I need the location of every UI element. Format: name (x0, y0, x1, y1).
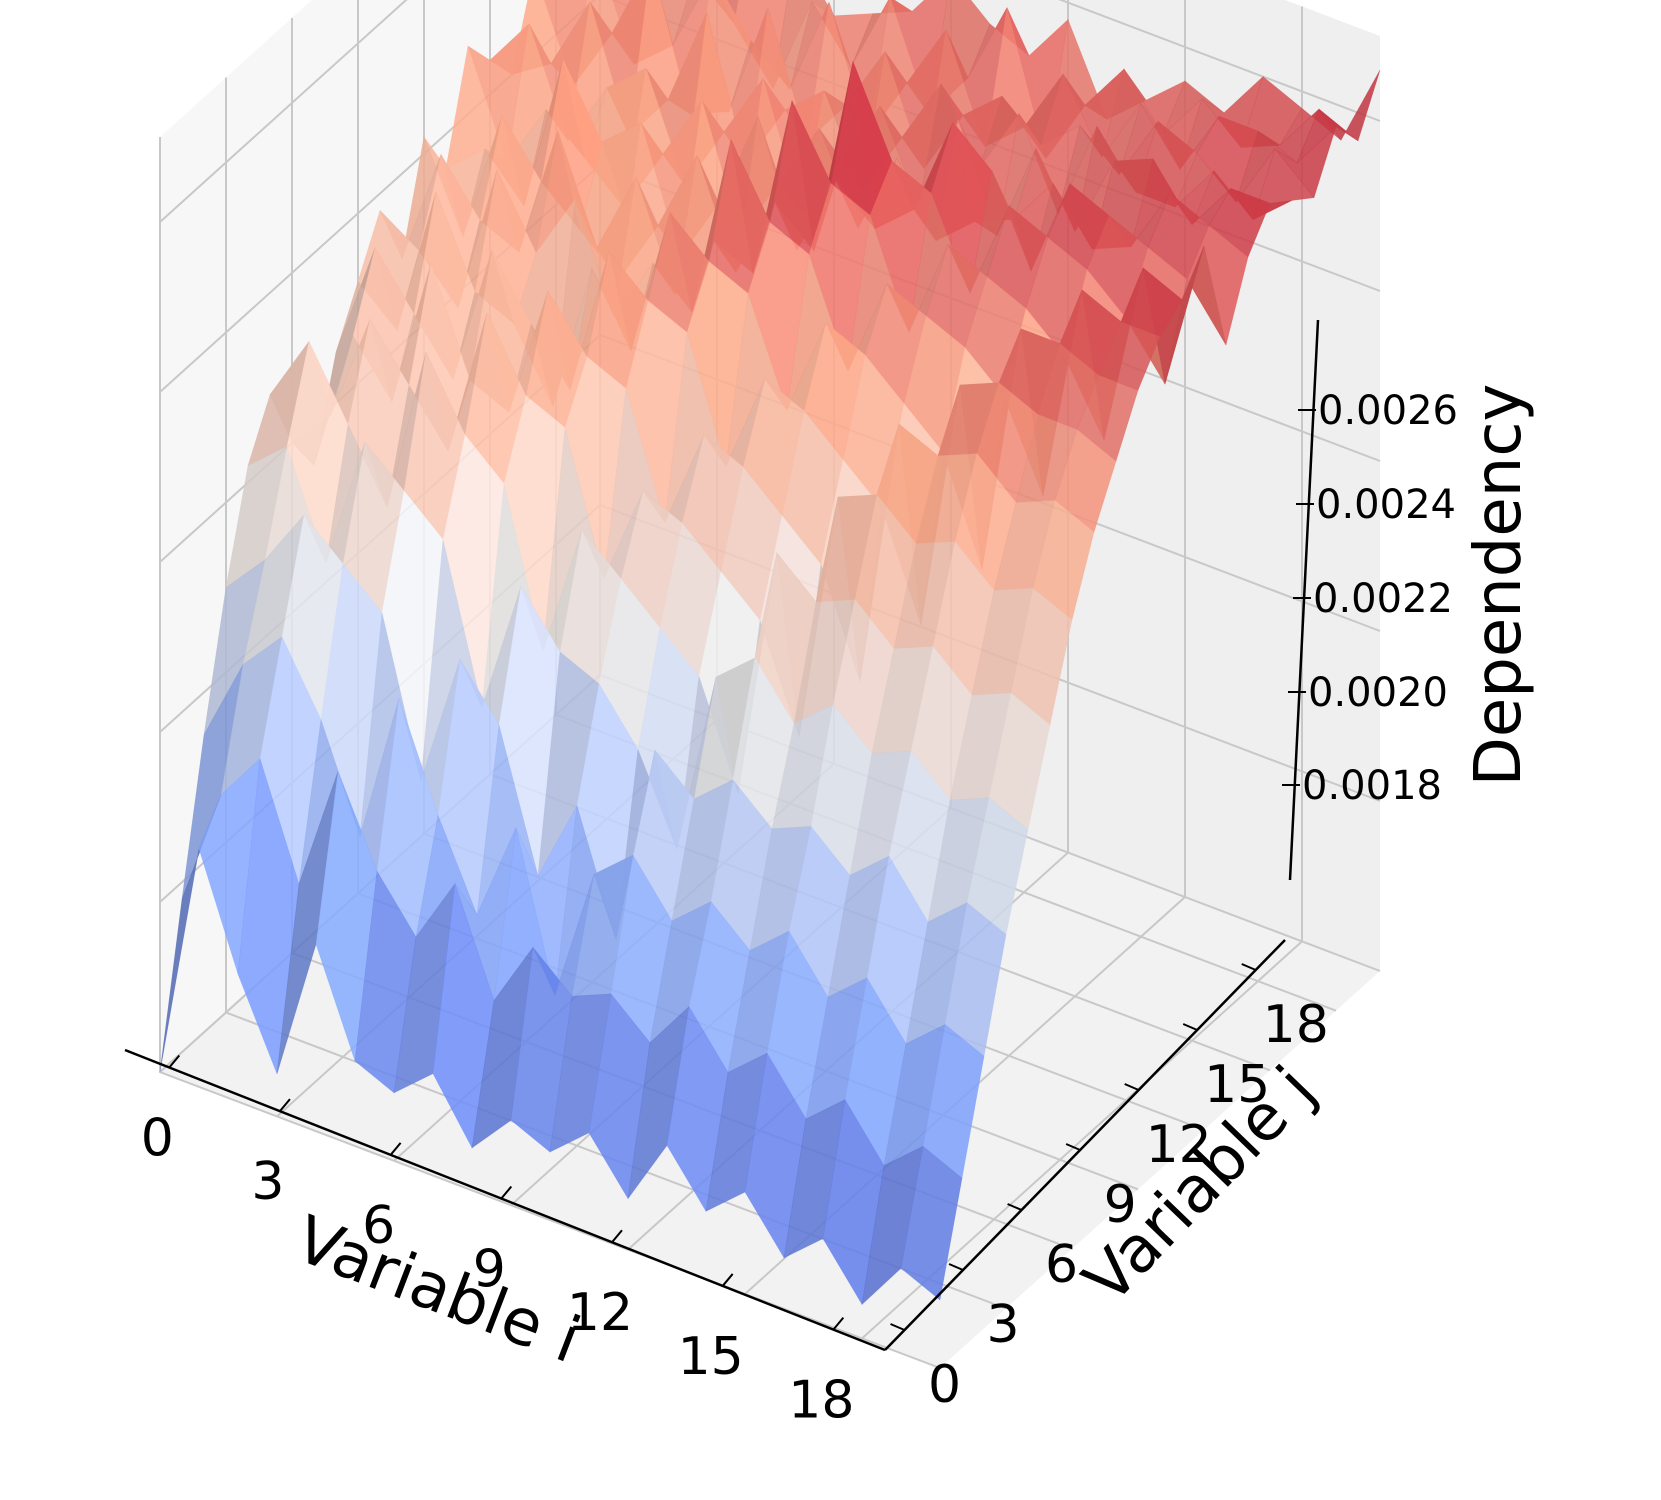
y-tick (1065, 1143, 1081, 1151)
surface-patch (900, 1145, 963, 1301)
z-axis-title: Dependency (1462, 384, 1536, 787)
x-tick-label: 9 (473, 1240, 506, 1300)
y-tick (948, 1263, 964, 1271)
x-tick-label: 3 (251, 1152, 284, 1212)
y-tick-label: 6 (1045, 1235, 1078, 1295)
x-axis-line (124, 1048, 886, 1352)
x-tick-label: 0 (141, 1108, 174, 1168)
x-tick-label: 12 (567, 1283, 633, 1343)
axis-lines (124, 319, 1320, 1352)
z-tick-label: 0.0022 (1313, 576, 1453, 622)
x-tick (721, 1273, 734, 1287)
surface (159, 0, 1381, 1306)
x-tick (279, 1098, 291, 1112)
y-tick-label: 18 (1263, 995, 1329, 1055)
z-tick-label: 0.0018 (1302, 763, 1442, 809)
y-tick (1007, 1203, 1022, 1211)
x-tick-label: 18 (788, 1371, 854, 1431)
grid-line-z (159, 0, 1381, 223)
x-tick-label: 15 (678, 1327, 744, 1387)
z-tick-label: 0.0024 (1316, 482, 1456, 528)
x-tick (832, 1316, 845, 1331)
y-tick-label: 15 (1204, 1055, 1270, 1115)
x-axis-title: Variable i (286, 1203, 590, 1379)
x-tick-label: 6 (362, 1196, 395, 1256)
y-tick-label: 3 (987, 1295, 1020, 1355)
y-axis-line (884, 939, 1286, 1351)
y-tick (1124, 1083, 1140, 1091)
x-tick (500, 1185, 513, 1200)
z-tick-label: 0.0020 (1308, 670, 1448, 716)
x-tick (168, 1054, 181, 1069)
x-tick (389, 1142, 402, 1156)
y-tick (1182, 1023, 1198, 1031)
z-axis-line (1288, 319, 1320, 881)
x-tick (611, 1229, 623, 1243)
y-tick (890, 1323, 905, 1331)
y-tick (1241, 963, 1257, 971)
y-tick-label: 0 (928, 1355, 961, 1415)
y-tick-label: 12 (1146, 1115, 1212, 1175)
tick-marks (168, 409, 1316, 1331)
z-tick-label: 0.0026 (1318, 388, 1458, 434)
y-tick-label: 9 (1104, 1175, 1137, 1235)
